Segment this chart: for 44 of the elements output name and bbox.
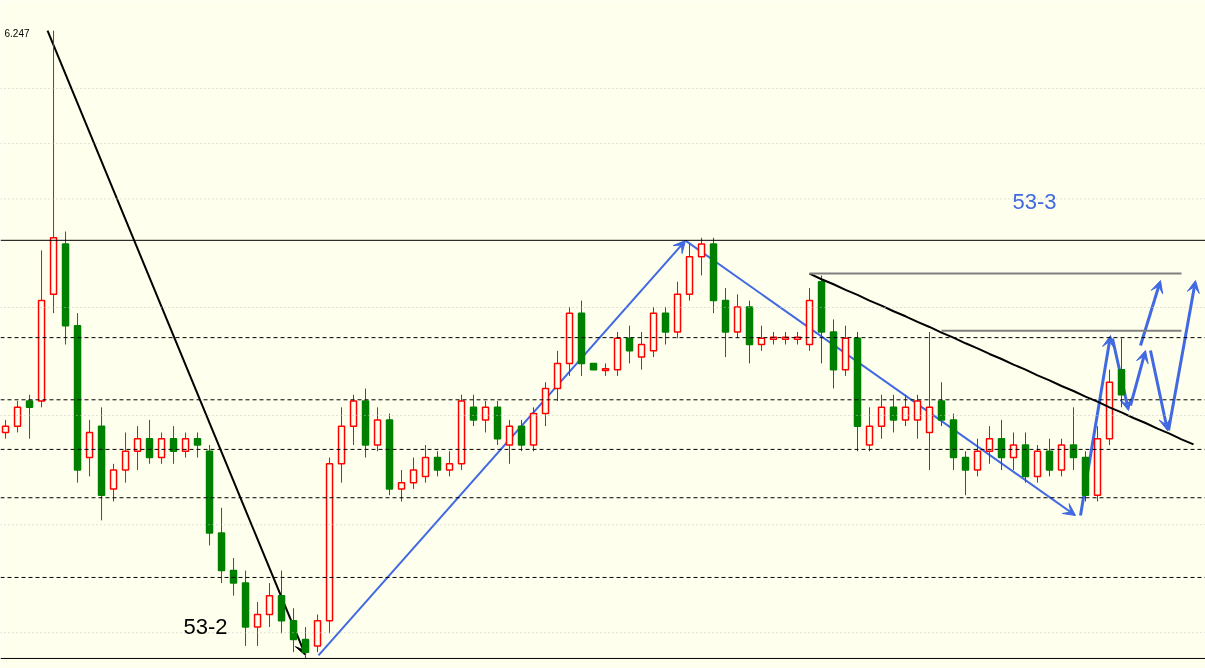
candlestick (889, 394, 898, 433)
candlestick (193, 431, 202, 459)
candlestick (913, 394, 922, 440)
candlestick (301, 626, 310, 659)
candlestick (469, 394, 478, 427)
candlestick (121, 431, 130, 484)
candlestick (181, 431, 190, 459)
candlestick (877, 394, 886, 440)
candlestick (961, 450, 970, 496)
candlestick (505, 419, 514, 465)
candlestick (433, 450, 442, 477)
candlestick (109, 463, 118, 502)
annotation: 53-2 (183, 613, 228, 639)
candlestick (253, 601, 262, 647)
candlestick (517, 419, 526, 452)
candlestick (229, 557, 238, 597)
candlestick (865, 406, 874, 452)
candlestick (289, 607, 298, 653)
candlestick (697, 237, 706, 276)
candlestick (637, 331, 646, 371)
candlestick (145, 419, 154, 465)
candlestick (13, 400, 22, 433)
candlestick (1045, 438, 1054, 477)
candlestick (997, 419, 1006, 471)
candlestick (25, 394, 34, 440)
candlestick (661, 306, 670, 346)
candlestick (481, 400, 490, 433)
candlestick (133, 425, 142, 471)
candlestick (265, 582, 274, 628)
candlestick (409, 457, 418, 490)
candlestick (937, 381, 946, 427)
candlestick (397, 469, 406, 502)
candlestick (625, 325, 634, 364)
candlestick (1069, 406, 1078, 471)
candlestick (901, 394, 910, 427)
candlestick (973, 438, 982, 477)
candlestick (445, 450, 454, 477)
candlestick (157, 431, 166, 465)
candlestick (169, 425, 178, 465)
annotation: 6.247 (4, 27, 30, 39)
candlestick (1009, 431, 1018, 471)
candlestick (985, 425, 994, 465)
candlestick (421, 444, 430, 484)
annotation: 53-3 (1012, 188, 1057, 214)
